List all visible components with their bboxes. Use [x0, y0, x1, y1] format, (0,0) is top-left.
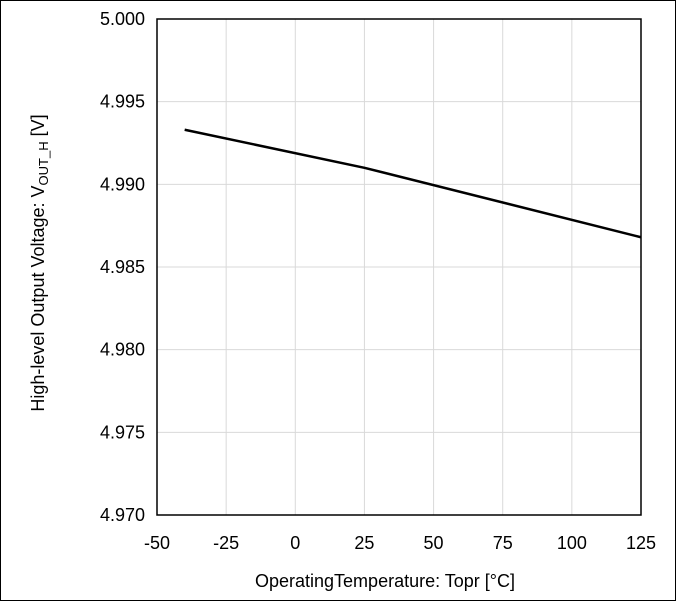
- x-tick-label: 50: [424, 533, 444, 553]
- x-tick-label: 25: [354, 533, 374, 553]
- x-tick-label: -50: [144, 533, 170, 553]
- grid-lines: [157, 19, 641, 515]
- x-tick-labels: -50 -25 0 25 50 75 100 125: [144, 533, 656, 553]
- y-axis-label-main: High-level Output Voltage: V: [28, 185, 48, 411]
- x-tick-label: 100: [557, 533, 587, 553]
- x-tick-label: 75: [493, 533, 513, 553]
- x-tick-label: 125: [626, 533, 656, 553]
- y-tick-label: 4.975: [100, 422, 145, 442]
- y-tick-label: 4.970: [100, 505, 145, 525]
- x-axis-label: OperatingTemperature: Topr [°C]: [255, 571, 515, 591]
- series-line: [184, 128, 642, 239]
- y-tick-label: 4.990: [100, 174, 145, 194]
- y-tick-label: 5.000: [100, 9, 145, 29]
- plot-area-border: [156, 18, 642, 516]
- y-tick-label: 4.980: [100, 340, 145, 360]
- y-tick-label: 4.995: [100, 92, 145, 112]
- y-axis-label-unit: [V]: [28, 114, 48, 141]
- x-tick-label: -25: [213, 533, 239, 553]
- y-axis-label: High-level Output Voltage: VOUT_H [V]: [28, 114, 51, 411]
- series-group: [184, 128, 642, 239]
- y-axis-label-subscript: OUT_H: [36, 141, 51, 185]
- y-tick-label: 4.985: [100, 257, 145, 277]
- x-tick-label: 0: [290, 533, 300, 553]
- y-tick-labels: 4.970 4.975 4.980 4.985 4.990 4.995 5.000: [100, 9, 145, 525]
